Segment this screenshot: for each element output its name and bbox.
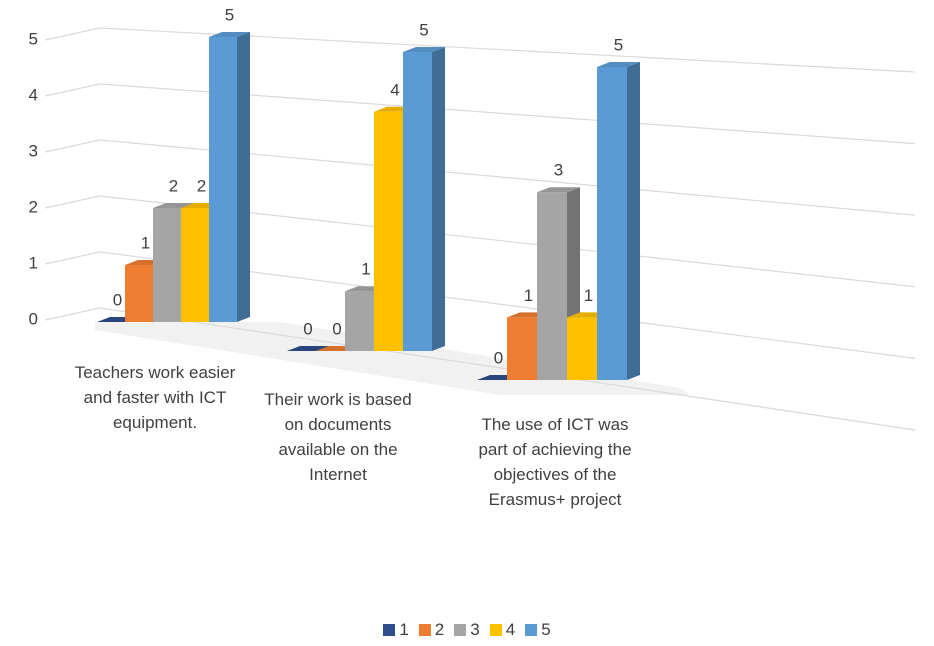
grid-line — [44, 139, 916, 216]
bar-top — [209, 32, 250, 37]
grid-line — [44, 27, 916, 73]
legend-label: 4 — [505, 620, 516, 639]
legend-item: 2 — [418, 620, 445, 640]
data-label: 0 — [303, 319, 312, 338]
bar — [125, 265, 153, 322]
data-label: 1 — [141, 233, 150, 252]
y-tick-label: 1 — [29, 253, 38, 272]
x-tick-label: Their work is based on documents availab… — [264, 390, 412, 484]
legend-swatch — [383, 624, 396, 636]
legend-swatch — [454, 624, 467, 636]
bar — [507, 317, 537, 380]
bar — [597, 67, 627, 380]
y-tick-label: 4 — [29, 85, 38, 104]
bar-side — [627, 62, 640, 380]
data-label: 1 — [584, 286, 593, 305]
data-label: 5 — [614, 35, 623, 54]
legend-swatch — [418, 624, 431, 636]
x-tick-label: Teachers work easier and faster with ICT… — [74, 363, 236, 432]
bar-side — [237, 32, 250, 322]
grid-line — [44, 195, 916, 288]
bar-group — [209, 32, 250, 322]
data-label: 0 — [113, 290, 122, 309]
bar-top — [597, 62, 640, 67]
legend-label: 1 — [399, 620, 409, 639]
grid-line — [44, 83, 916, 145]
legend-item: 4 — [489, 620, 516, 640]
grid-line — [44, 307, 916, 431]
data-label: 0 — [332, 319, 341, 338]
y-tick-label: 2 — [29, 197, 38, 216]
x-tick-label: The use of ICT was part of achieving the… — [478, 415, 632, 509]
legend-item: 3 — [454, 620, 480, 640]
bar-group — [597, 62, 640, 380]
bar-top — [287, 346, 329, 351]
legend-label: 5 — [541, 620, 551, 639]
bar-top — [537, 187, 580, 193]
legend-item: 5 — [525, 620, 551, 640]
bar — [537, 192, 567, 380]
bar — [153, 208, 181, 322]
y-tick-label: 0 — [29, 309, 38, 328]
bar-group — [287, 346, 329, 351]
bar — [345, 291, 374, 351]
bar — [403, 52, 432, 351]
bar-group — [403, 47, 445, 351]
bar-top — [403, 47, 445, 52]
data-label: 1 — [361, 260, 370, 279]
bar — [209, 37, 237, 322]
y-tick-label: 5 — [29, 29, 38, 48]
bar — [374, 111, 403, 351]
data-label: 4 — [390, 80, 399, 99]
legend-label: 2 — [434, 620, 445, 639]
data-label: 5 — [419, 20, 428, 39]
legend: 1 2 3 4 5 — [0, 620, 934, 640]
legend-swatch — [489, 624, 502, 636]
data-label: 0 — [494, 348, 503, 367]
bar-top — [153, 203, 194, 208]
data-label: 5 — [225, 5, 234, 24]
legend-item: 1 — [383, 620, 409, 640]
data-label: 3 — [554, 161, 563, 180]
y-tick-label: 3 — [29, 141, 38, 160]
bar — [567, 317, 597, 380]
legend-swatch — [525, 624, 538, 636]
data-label: 2 — [197, 176, 206, 195]
bar — [181, 208, 209, 322]
bar-side — [432, 47, 445, 351]
data-label: 1 — [524, 286, 533, 305]
data-label: 2 — [169, 176, 178, 195]
grid-line — [44, 251, 916, 359]
legend-label: 3 — [470, 620, 480, 639]
